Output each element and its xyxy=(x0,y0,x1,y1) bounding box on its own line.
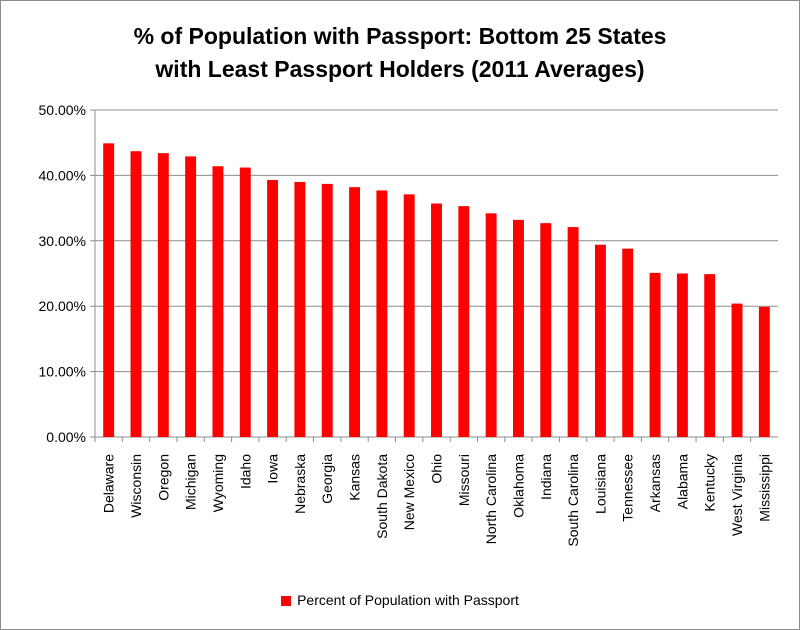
bar xyxy=(622,248,634,437)
chart-title-line-1: % of Population with Passport: Bottom 25… xyxy=(133,23,667,49)
x-tick-label: South Carolina xyxy=(565,454,581,547)
bar xyxy=(567,227,579,437)
y-tick-label: 30.00% xyxy=(39,233,86,249)
bar xyxy=(512,219,524,437)
bar xyxy=(758,306,770,437)
x-tick-label: South Dakota xyxy=(374,454,390,539)
bar xyxy=(239,167,251,437)
bar xyxy=(676,273,688,437)
x-tick-label: Oklahoma xyxy=(510,454,526,518)
y-tick-label: 0.00% xyxy=(46,429,86,445)
x-tick-label: Indiana xyxy=(538,454,554,500)
bar xyxy=(594,244,606,437)
x-tick-label: Mississippi xyxy=(756,454,772,522)
y-tick-label: 40.00% xyxy=(39,167,86,183)
bar xyxy=(294,181,306,437)
x-tick-label: Ohio xyxy=(429,454,445,484)
legend-swatch xyxy=(281,596,292,606)
bar xyxy=(185,156,197,437)
bar xyxy=(130,151,142,437)
x-tick-label: Delaware xyxy=(101,454,117,513)
y-tick-label: 10.00% xyxy=(39,364,86,380)
x-tick-label: Kentucky xyxy=(702,454,718,512)
x-tick-label: Arkansas xyxy=(647,454,663,512)
x-tick-label: Georgia xyxy=(319,454,335,504)
x-tick-label: Missouri xyxy=(456,454,472,506)
bar xyxy=(376,190,388,437)
bar xyxy=(649,272,661,437)
bar xyxy=(321,183,333,437)
bar xyxy=(731,303,743,437)
bar xyxy=(212,166,224,437)
chart-title: % of Population with Passport: Bottom 25… xyxy=(0,20,800,86)
x-tick-label: Tennessee xyxy=(620,454,636,522)
legend: Percent of Population with Passport xyxy=(0,592,800,608)
bar xyxy=(704,274,716,437)
x-tick-label: Idaho xyxy=(237,454,253,489)
x-tick-label: Wisconsin xyxy=(128,454,144,518)
legend-label: Percent of Population with Passport xyxy=(297,592,519,608)
x-tick-label: New Mexico xyxy=(401,454,417,530)
x-tick-label: Oregon xyxy=(155,454,171,501)
bar xyxy=(157,153,169,437)
x-tick-label: Nebraska xyxy=(292,454,308,514)
x-tick-label: North Carolina xyxy=(483,454,499,544)
bar xyxy=(431,203,442,437)
x-tick-label: Alabama xyxy=(674,454,690,509)
x-tick-label: Iowa xyxy=(265,454,281,484)
x-tick-label: West Virginia xyxy=(729,454,745,536)
bar xyxy=(540,223,552,437)
bar xyxy=(403,194,415,437)
bar xyxy=(267,179,279,437)
x-tick-label: Louisiana xyxy=(592,454,608,514)
y-tick-label: 20.00% xyxy=(39,298,86,314)
bar xyxy=(349,187,361,437)
x-tick-label: Kansas xyxy=(347,454,363,501)
y-tick-label: 50.00% xyxy=(39,102,86,118)
x-tick-label: Wyoming xyxy=(210,454,226,512)
chart-title-line-2: with Least Passport Holders (2011 Averag… xyxy=(155,56,645,82)
bar xyxy=(485,213,497,437)
bar xyxy=(103,143,115,437)
x-tick-label: Michigan xyxy=(183,454,199,510)
bar xyxy=(458,206,470,437)
